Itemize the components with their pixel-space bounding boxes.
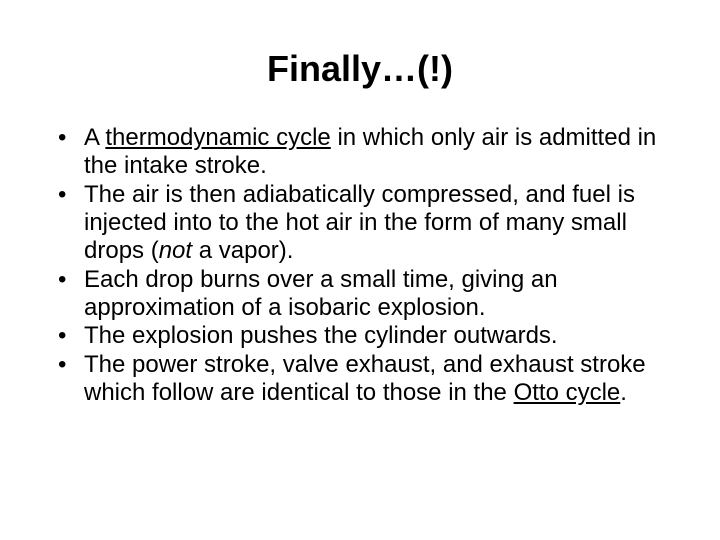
slide-title: Finally…(!): [50, 48, 670, 90]
list-item: Each drop burns over a small time, givin…: [50, 266, 670, 323]
list-item: The air is then adiabatically compressed…: [50, 181, 670, 266]
bullet-text-pre: The explosion pushes the cylinder outwar…: [84, 322, 558, 349]
list-item: The power stroke, valve exhaust, and exh…: [50, 351, 670, 408]
link-thermodynamic-cycle[interactable]: thermodynamic cycle: [105, 124, 330, 151]
list-item: A thermodynamic cycle in which only air …: [50, 124, 670, 181]
list-item: The explosion pushes the cylinder outwar…: [50, 322, 670, 350]
italic-not: not: [159, 237, 192, 264]
slide: Finally…(!) A thermodynamic cycle in whi…: [0, 0, 720, 540]
bullet-text-post: .: [620, 379, 627, 406]
bullet-text-post: a vapor).: [192, 237, 293, 264]
link-otto-cycle[interactable]: Otto cycle: [514, 379, 621, 406]
bullet-list: A thermodynamic cycle in which only air …: [50, 124, 670, 407]
bullet-text-pre: Each drop burns over a small time, givin…: [84, 266, 558, 321]
bullet-text-pre: A: [84, 124, 105, 151]
